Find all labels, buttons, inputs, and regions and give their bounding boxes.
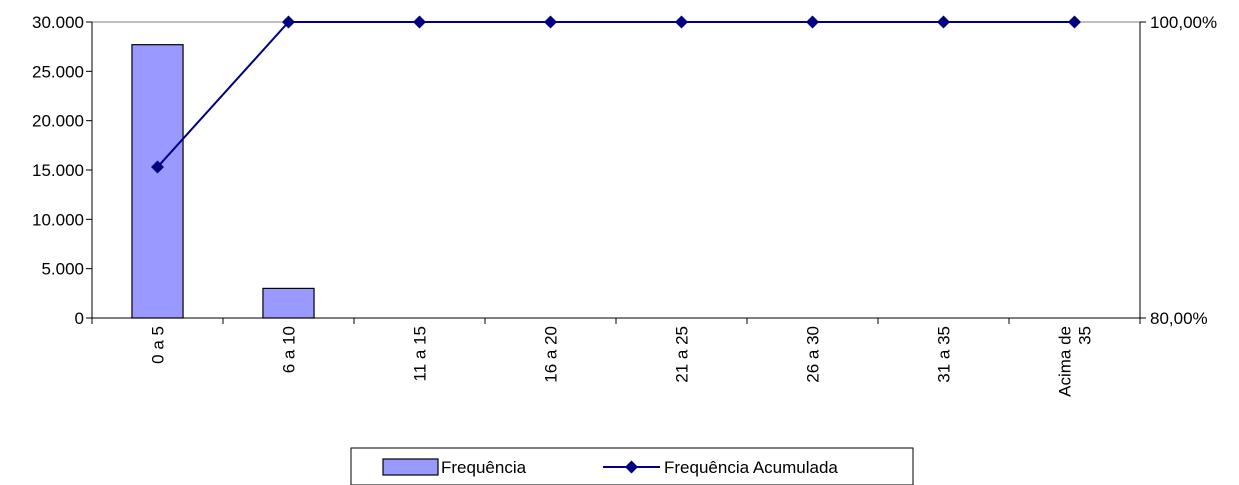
bar-1 [262, 287, 315, 319]
x-tick-label: 16 a 20 [542, 326, 561, 383]
x-tick-label: 6 a 10 [280, 326, 299, 373]
y-left-tick-label: 15.000 [32, 161, 84, 180]
x-tick-label: 21 a 25 [673, 326, 692, 383]
y-left-tick-label: 10.000 [32, 210, 84, 229]
y-axis-right-labels: 80,00% 100,00% [1150, 13, 1217, 328]
plot-area [91, 21, 1141, 319]
x-tick-label: 26 a 30 [804, 326, 823, 383]
y-left-tick-label: 25.000 [32, 62, 84, 81]
x-tick-label: 31 a 35 [935, 326, 954, 383]
axes [86, 21, 1146, 324]
x-tick-label: 11 a 15 [411, 326, 430, 381]
y-left-tick-label: 5.000 [41, 260, 84, 279]
cumulative-point-4 [675, 15, 688, 29]
legend: Frequência Frequência Acumulada [350, 447, 914, 485]
x-tick-label: Acima de [1056, 326, 1075, 397]
plot-area-border [91, 21, 1141, 319]
cumulative-point-7 [1068, 15, 1081, 29]
legend-label-acumulada: Frequência Acumulada [664, 458, 838, 477]
cumulative-point-0 [151, 160, 164, 174]
y-left-tick-label: 30.000 [32, 13, 84, 32]
cumulative-point-2 [413, 15, 426, 29]
cumulative-point-1 [282, 15, 295, 29]
cumulative-point-3 [544, 15, 557, 29]
legend-label-frequencia: Frequência [441, 458, 527, 477]
x-axis-labels: 0 a 5 6 a 10 11 a 15 16 a 20 21 a 25 26 a 30 3… [149, 326, 1095, 397]
cumulative-point-5 [806, 15, 819, 29]
y-right-tick-label: 100,00% [1150, 13, 1217, 32]
legend-marker-acumulada [625, 460, 638, 474]
y-left-tick-label: 20.000 [32, 112, 84, 131]
y-right-tick-label: 80,00% [1150, 309, 1208, 328]
cumulative-line [151, 15, 1081, 174]
bar-0 [131, 44, 184, 319]
x-tick-label: 35 [1076, 326, 1095, 345]
legend-swatch-frequencia [382, 458, 439, 476]
x-tick-label: 0 a 5 [149, 326, 168, 364]
y-axis-left-labels: 0 5.000 10.000 15.000 20.000 25.000 30.000 [32, 13, 84, 328]
cumulative-point-6 [937, 15, 950, 29]
cumulative-line-path [156, 21, 1075, 168]
y-left-tick-label: 0 [75, 309, 84, 328]
bars [131, 44, 315, 319]
